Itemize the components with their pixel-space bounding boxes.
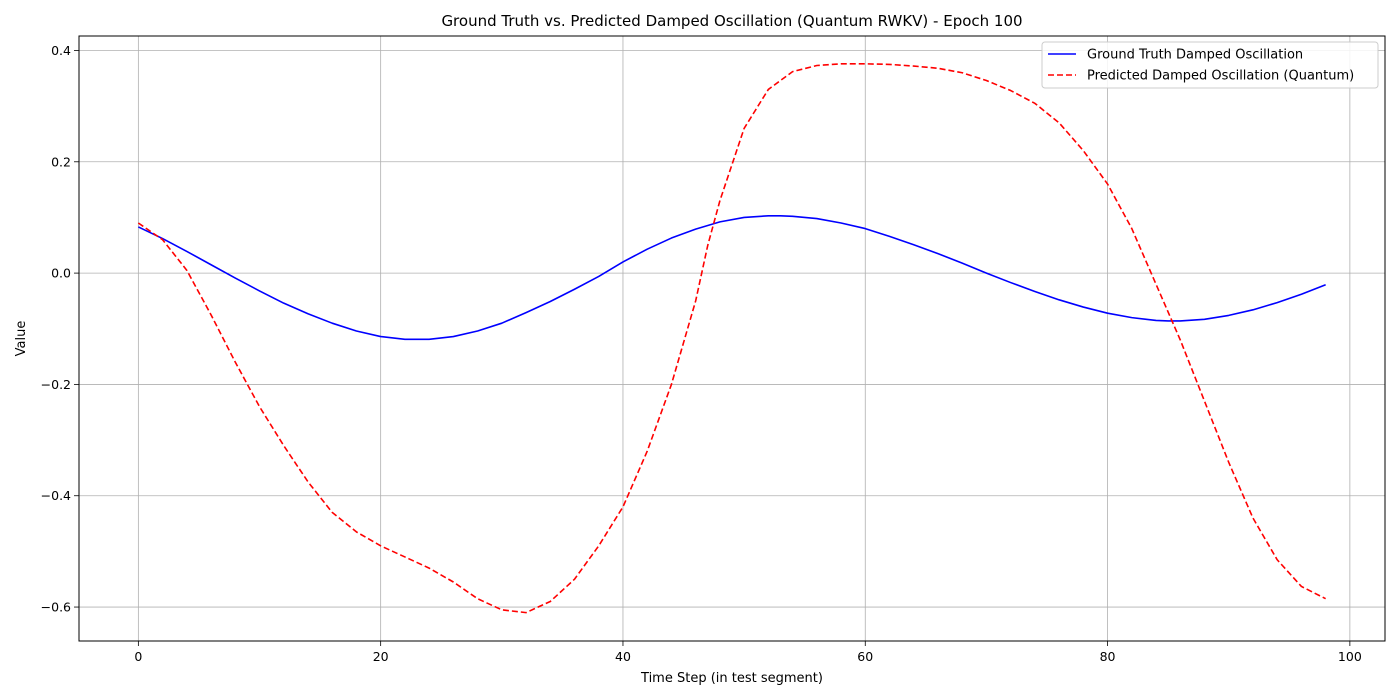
plot-area-frame	[78, 35, 1386, 642]
legend-box	[1041, 41, 1379, 89]
x-axis-label: Time Step (in test segment)	[640, 671, 823, 686]
y-tick-label: −0.2	[41, 377, 71, 392]
x-tick-label: 0	[134, 649, 142, 664]
legend: Ground Truth Damped Oscillation Predicted…	[1041, 41, 1379, 89]
y-tick-label: 0.0	[51, 266, 71, 281]
y-tick-label: −0.4	[41, 488, 71, 503]
y-axis-label: Value	[14, 321, 29, 357]
x-tick-label: 100	[1338, 649, 1362, 664]
y-tick-label: 0.2	[51, 154, 71, 169]
chart-title: Ground Truth vs. Predicted Damped Oscill…	[441, 12, 1022, 30]
grid	[79, 36, 1385, 641]
x-tick-label: 40	[615, 649, 631, 664]
y-tick-label: 0.4	[51, 43, 71, 58]
series-layer	[137, 63, 1327, 614]
legend-label-ground-truth: Ground Truth Damped Oscillation	[1087, 48, 1303, 63]
x-tick-label: 80	[1100, 649, 1116, 664]
ground-truth-line	[138, 214, 1326, 341]
predicted-line	[137, 63, 1327, 614]
axis-ticks: 0 20 40 60 80 100 −0.6 −0.4 −0.2 0.0 0.2 0.4	[41, 43, 1362, 664]
x-tick-label: 20	[373, 649, 389, 664]
legend-label-predicted: Predicted Damped Oscillation (Quantum)	[1087, 69, 1354, 84]
y-tick-label: −0.6	[41, 600, 71, 615]
x-tick-label: 60	[857, 649, 873, 664]
